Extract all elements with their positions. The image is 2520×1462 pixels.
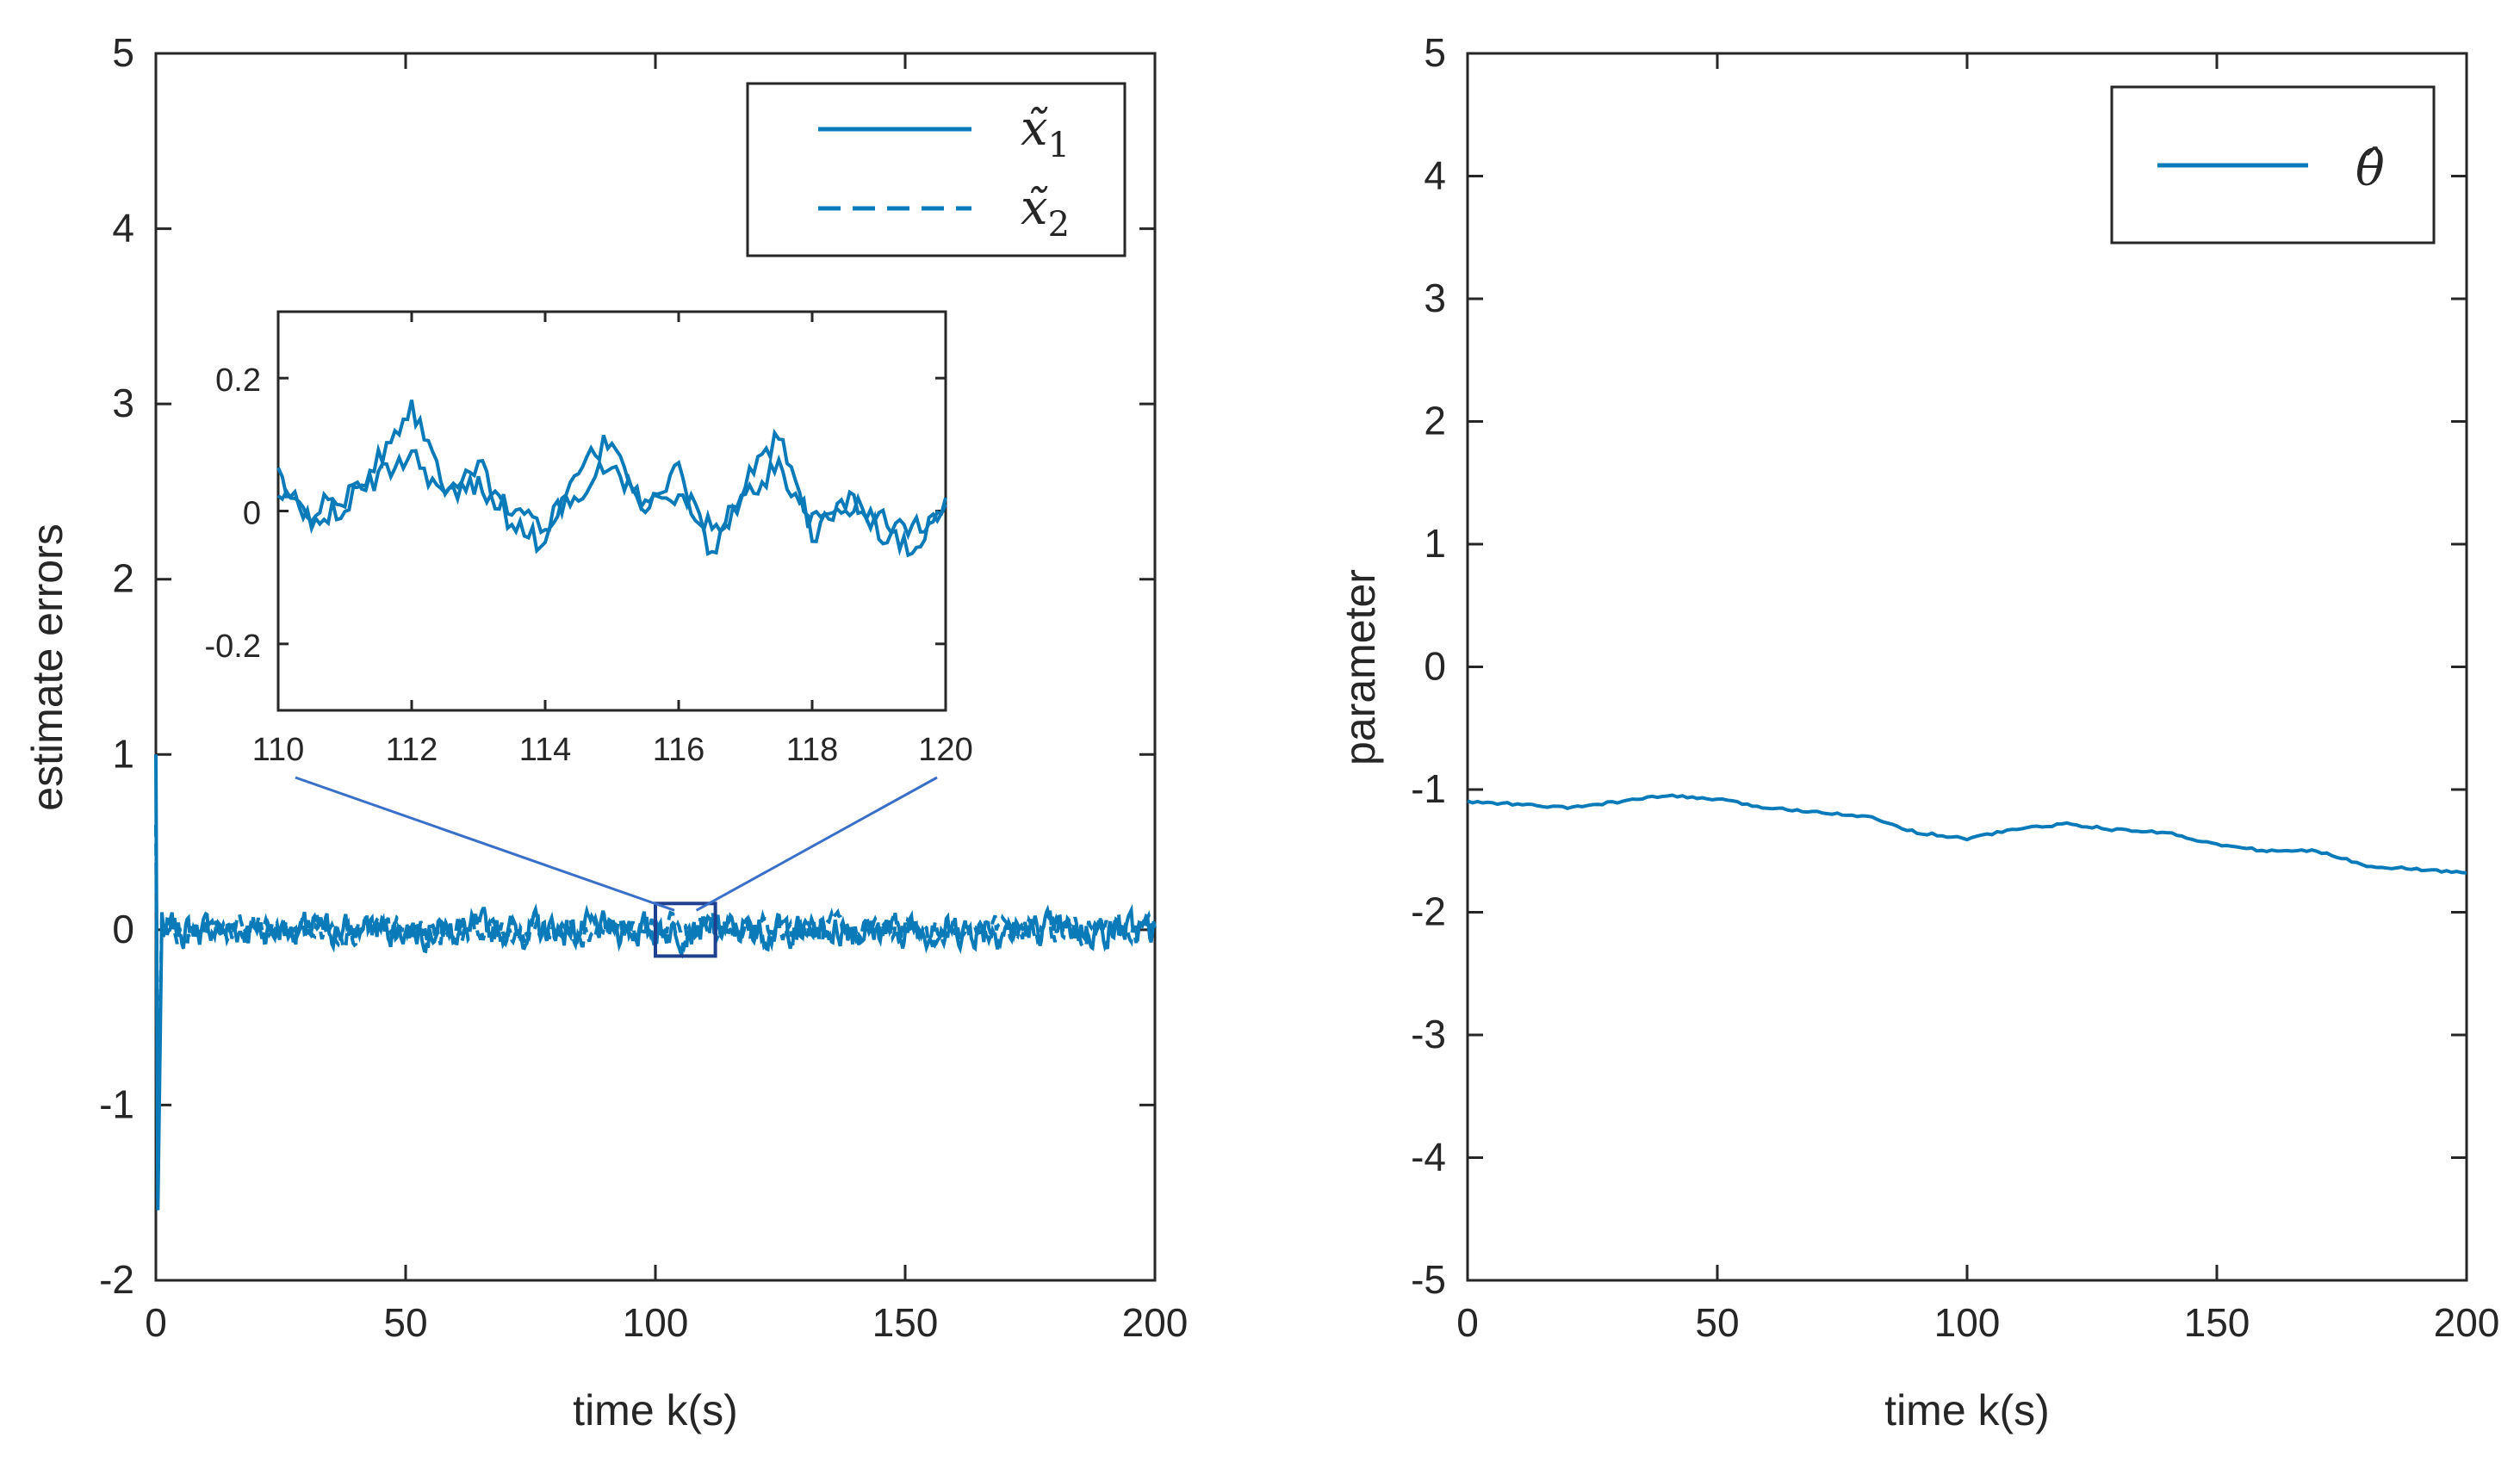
x-tick-label: 100 — [1934, 1300, 2001, 1345]
y-tick-label: 0.2 — [215, 362, 261, 399]
left-chart: 0 50 100 150 200 -2 -1 0 1 2 3 4 5 time k(s) estima… — [23, 30, 1188, 1434]
y-tick-label: -2 — [1411, 889, 1446, 934]
y-tick-label: -0.2 — [205, 629, 261, 665]
x-tick-label: 114 — [519, 732, 572, 768]
zoom-connector-left — [295, 776, 675, 912]
x-tick-label: 200 — [1122, 1300, 1189, 1345]
zoom-connector-right — [695, 776, 938, 912]
x-tick-label: 120 — [918, 732, 972, 768]
x-tick-label: 200 — [2434, 1300, 2500, 1345]
y-tick-label: 5 — [1424, 30, 1446, 75]
left-legend: x̃1 x̃2 — [746, 82, 1127, 257]
y-tick-label: 1 — [1424, 521, 1446, 566]
x-tick-label: 0 — [145, 1300, 167, 1345]
left-y-axis-label: estimate errors — [23, 523, 71, 810]
y-tick-label: 5 — [112, 30, 134, 75]
x-tick-label: 50 — [1695, 1300, 1739, 1345]
legend-label-x2: x̃2 — [1021, 180, 1070, 245]
y-tick-label: 0 — [112, 907, 134, 951]
x-tick-label: 50 — [383, 1300, 427, 1345]
y-tick-label: -3 — [1411, 1012, 1446, 1056]
x-tick-label: 150 — [872, 1300, 939, 1345]
y-tick-label: 3 — [112, 381, 134, 425]
legend-label-theta: θ̂ — [2356, 141, 2385, 197]
y-tick-label: 1 — [112, 731, 134, 776]
left-x-axis-label: time k(s) — [573, 1386, 738, 1434]
right-legend: θ̂ — [2110, 85, 2436, 245]
y-tick-label: -5 — [1411, 1257, 1446, 1302]
series-line-1 — [154, 754, 1157, 1211]
right-x-axis-label: time k(s) — [1884, 1386, 2050, 1434]
y-tick-label: 4 — [112, 206, 134, 251]
y-tick-label: -4 — [1411, 1135, 1446, 1180]
inset-series-line-1 — [276, 400, 947, 558]
y-tick-label: -1 — [99, 1081, 134, 1126]
y-tick-label: 2 — [1424, 399, 1446, 443]
y-tick-label: 0 — [1424, 644, 1446, 689]
left-legend-box — [746, 82, 1127, 257]
x-tick-label: 118 — [786, 732, 839, 768]
x-tick-label: 0 — [1456, 1300, 1479, 1345]
x-tick-label: 150 — [2184, 1300, 2250, 1345]
y-tick-label: 0 — [243, 496, 261, 532]
zoom-box — [654, 901, 717, 958]
inset-chart: 110 112 114 116 118 120 -0.2 0 0.2 — [205, 310, 973, 768]
legend-label-x1: x̃1 — [1021, 101, 1070, 165]
y-tick-label: 4 — [1424, 153, 1446, 198]
y-tick-label: 2 — [112, 556, 134, 601]
y-tick-label: -2 — [99, 1257, 134, 1302]
theta-series-line — [1467, 793, 2467, 875]
right-y-axis-label: parameter — [1336, 569, 1384, 765]
x-tick-label: 110 — [252, 732, 305, 768]
series-line-2 — [154, 824, 1157, 1141]
x-tick-label: 112 — [386, 732, 438, 768]
x-tick-label: 100 — [623, 1300, 689, 1345]
x-tick-label: 116 — [653, 732, 705, 768]
y-tick-label: -1 — [1411, 766, 1446, 811]
inset-series-line-2 — [276, 449, 947, 541]
y-tick-label: 3 — [1424, 276, 1446, 320]
